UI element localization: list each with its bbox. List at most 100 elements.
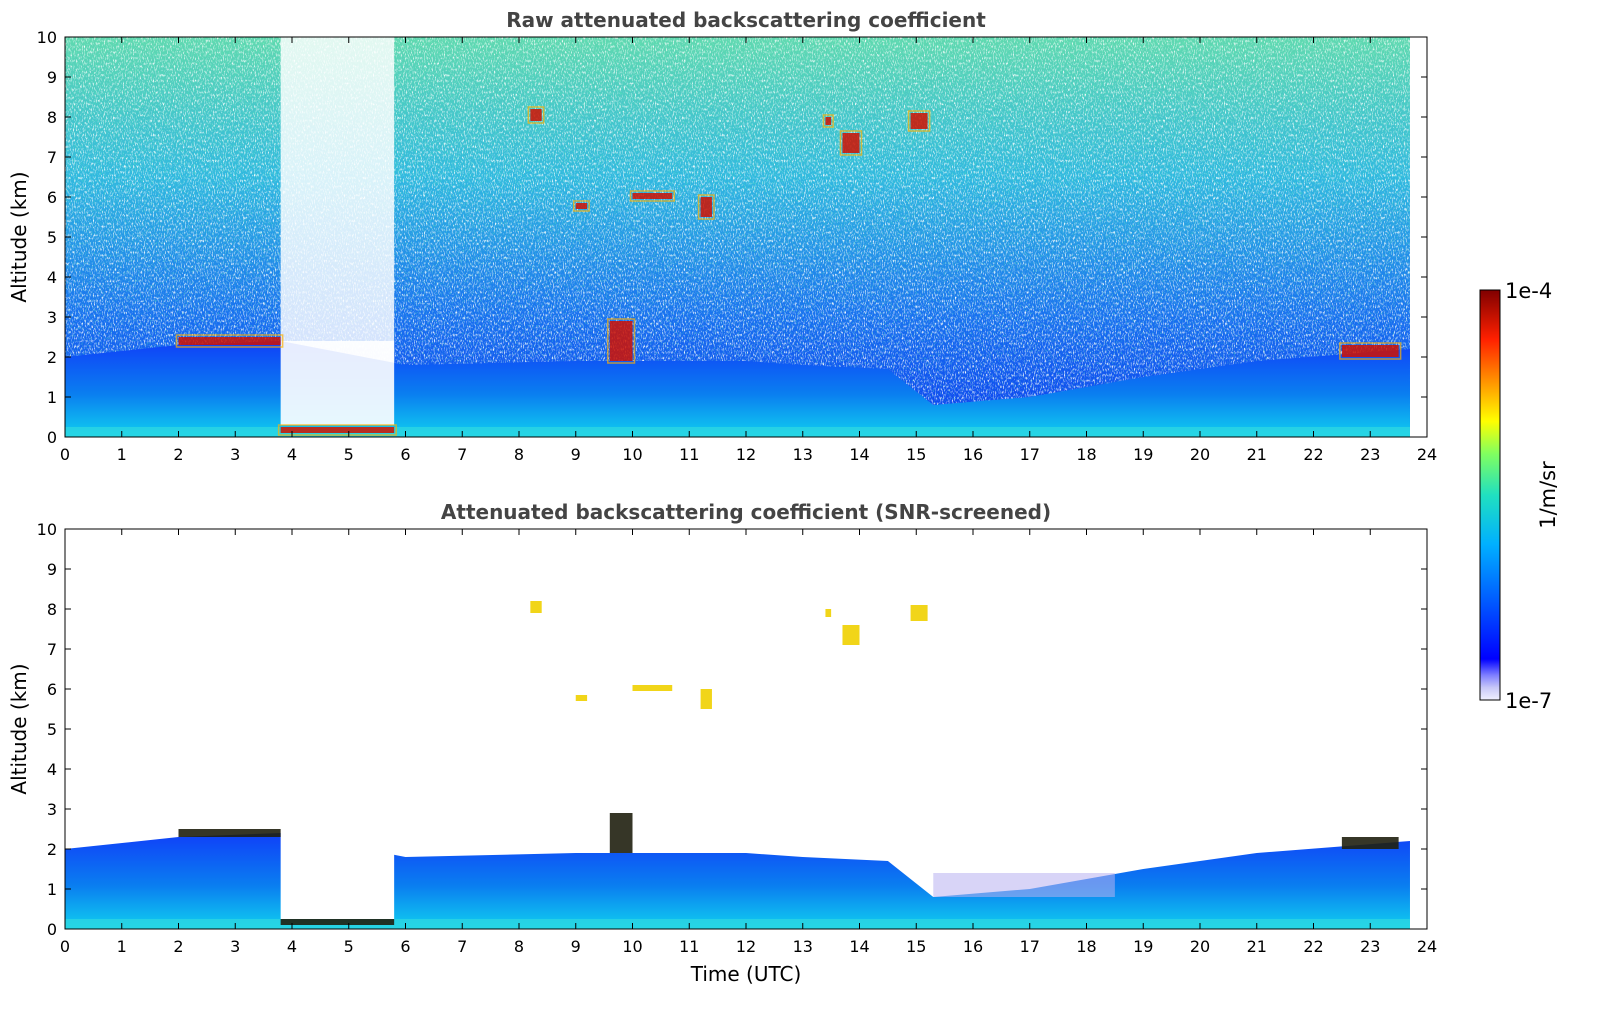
cloud-feature — [842, 625, 860, 645]
y-tick-label: 5 — [47, 720, 57, 739]
y-tick-label: 9 — [47, 68, 57, 87]
y-tick-label: 5 — [47, 228, 57, 247]
x-tick-label: 2 — [173, 445, 183, 464]
screened-backscatter-panel: Attenuated backscattering coefficient (S… — [7, 500, 1437, 986]
x-tick-label: 13 — [793, 937, 813, 956]
screened-x-axis: 0 1 2 3 4 5 6 7 8 9 10 11 12 13 14 15 16 17 18 19 20 21 22 23 24 — [60, 529, 1437, 956]
cloud-feature — [530, 109, 542, 121]
y-tick-label: 8 — [47, 108, 57, 127]
cloud-feature — [1341, 345, 1399, 357]
cloud-edge — [175, 334, 284, 348]
raw-x-axis: 0 1 2 3 4 5 6 7 8 9 10 11 12 13 14 15 16 17 18 19 20 21 22 23 24 — [60, 37, 1437, 464]
cloud-edge — [1339, 342, 1402, 360]
gap-clear-air — [280, 341, 395, 425]
x-tick-label: 16 — [963, 937, 983, 956]
x-tick-label: 3 — [230, 937, 240, 956]
x-tick-label: 11 — [679, 937, 699, 956]
colorbar-min-label: 1e-7 — [1505, 689, 1552, 713]
x-tick-label: 15 — [906, 445, 926, 464]
x-tick-label: 6 — [400, 445, 410, 464]
cloud-feature — [910, 605, 928, 621]
x-tick-label: 6 — [400, 937, 410, 956]
cloud-feature — [178, 337, 281, 345]
cloud-feature — [700, 197, 712, 217]
x-tick-label: 5 — [344, 445, 354, 464]
raw-y-axis: 0 1 2 3 4 5 6 7 8 9 10 — [37, 28, 1427, 447]
y-tick-label: 0 — [47, 428, 57, 447]
cloud-feature — [632, 193, 673, 199]
x-tick-label: 8 — [514, 445, 524, 464]
x-tick-label: 11 — [679, 445, 699, 464]
cloud-feature — [530, 601, 542, 613]
y-tick-label: 4 — [47, 268, 57, 287]
x-tick-label: 1 — [117, 445, 127, 464]
x-tick-label: 1 — [117, 937, 127, 956]
x-tick-label: 23 — [1360, 445, 1380, 464]
x-tick-label: 15 — [906, 937, 926, 956]
y-tick-label: 7 — [47, 148, 57, 167]
x-tick-label: 5 — [344, 937, 354, 956]
y-tick-label: 2 — [47, 840, 57, 859]
y-tick-label: 8 — [47, 600, 57, 619]
y-tick-label: 3 — [47, 308, 57, 327]
time-axis-label: Time (UTC) — [690, 962, 802, 986]
cloud-feature — [825, 117, 832, 125]
cloud-edge — [607, 318, 636, 364]
y-tick-label: 3 — [47, 800, 57, 819]
cloud-feature — [178, 829, 281, 837]
x-tick-label: 0 — [60, 445, 70, 464]
x-tick-label: 3 — [230, 445, 240, 464]
cloud-feature — [632, 685, 673, 691]
x-tick-label: 21 — [1247, 445, 1267, 464]
cloud-edge — [277, 424, 397, 436]
x-tick-label: 10 — [622, 937, 642, 956]
y-tick-label: 10 — [37, 520, 57, 539]
cloud-edge — [839, 130, 863, 156]
screened-panel-title: Attenuated backscattering coefficient (S… — [441, 500, 1051, 524]
x-tick-label: 23 — [1360, 937, 1380, 956]
x-tick-label: 7 — [457, 937, 467, 956]
screened-gap — [280, 831, 395, 919]
screened-y-axis-label: Altitude (km) — [7, 663, 31, 794]
y-tick-label: 6 — [47, 188, 57, 207]
y-tick-label: 9 — [47, 560, 57, 579]
x-tick-label: 20 — [1190, 937, 1210, 956]
cloud-feature — [1341, 837, 1399, 849]
x-tick-label: 21 — [1247, 937, 1267, 956]
x-tick-label: 4 — [287, 445, 297, 464]
y-tick-label: 4 — [47, 760, 57, 779]
cloud-edge — [822, 114, 834, 128]
colorbar: 1e-4 1e-7 1/m/sr — [1479, 279, 1560, 713]
x-tick-label: 2 — [173, 937, 183, 956]
raw-heatmap — [65, 37, 1410, 437]
x-tick-label: 10 — [622, 445, 642, 464]
x-tick-label: 13 — [793, 445, 813, 464]
cloud-feature — [575, 203, 588, 209]
cloud-feature — [825, 609, 832, 617]
x-tick-label: 4 — [287, 937, 297, 956]
x-tick-label: 7 — [457, 445, 467, 464]
x-tick-label: 14 — [849, 937, 869, 956]
cloud-edge — [527, 106, 545, 124]
y-tick-label: 2 — [47, 348, 57, 367]
cloud-feature — [280, 919, 395, 925]
y-tick-label: 10 — [37, 28, 57, 47]
cloud-feature — [575, 695, 588, 701]
x-tick-label: 17 — [1020, 445, 1040, 464]
x-tick-label: 12 — [736, 445, 756, 464]
boundary-layer — [65, 833, 1410, 929]
x-tick-label: 19 — [1133, 937, 1153, 956]
cloud-edge — [629, 190, 675, 202]
cloud-feature — [842, 133, 860, 153]
x-tick-label: 16 — [963, 445, 983, 464]
colorbar-unit-label: 1/m/sr — [1536, 461, 1560, 529]
cloud-feature — [609, 321, 633, 361]
x-tick-label: 9 — [571, 445, 581, 464]
x-tick-label: 24 — [1417, 937, 1437, 956]
raw-backscatter-panel: Raw attenuated backscattering coefficien… — [7, 8, 1437, 464]
cloud-feature — [280, 427, 395, 433]
y-tick-label: 1 — [47, 388, 57, 407]
colorbar-gradient — [1479, 289, 1501, 701]
cloud-feature — [700, 689, 712, 709]
